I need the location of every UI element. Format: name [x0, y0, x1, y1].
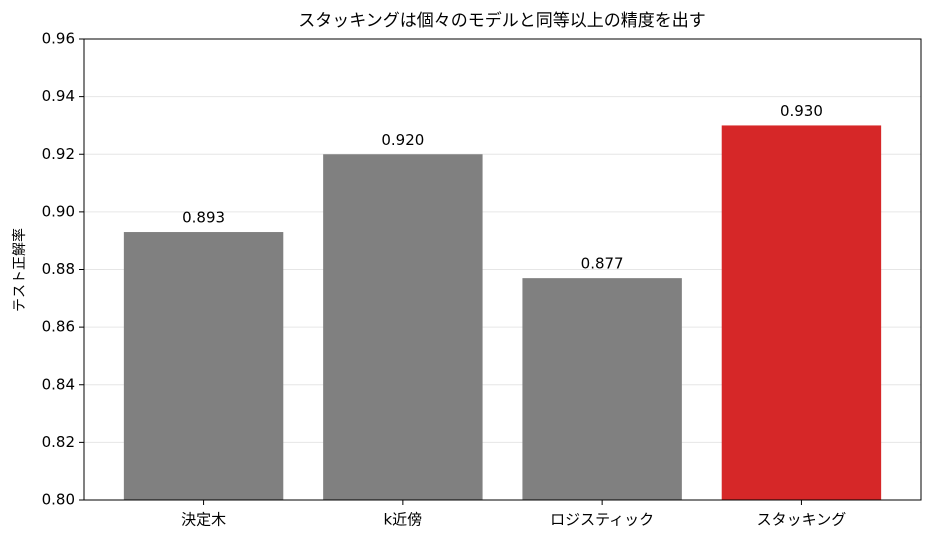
y-axis-label: テスト正解率: [11, 228, 28, 312]
y-tick-label: 0.80: [42, 491, 75, 509]
y-tick-label: 0.92: [42, 145, 75, 163]
y-tick-label: 0.86: [42, 318, 75, 336]
bar: [323, 154, 483, 500]
y-tick-label: 0.82: [42, 433, 75, 451]
value-label: 0.893: [182, 209, 225, 227]
x-tick-label: ロジスティック: [550, 511, 654, 529]
y-tick-label: 0.88: [42, 260, 75, 278]
y-tick-label: 0.84: [42, 375, 75, 393]
bar: [123, 232, 284, 500]
y-tick-label: 0.94: [42, 87, 75, 105]
y-tick-label: 0.96: [42, 30, 75, 48]
chart-title: スタッキングは個々のモデルと同等以上の精度を出す: [298, 10, 706, 31]
plot-frame: [83, 38, 922, 501]
bar: [522, 278, 682, 500]
y-tick-label: 0.90: [42, 202, 75, 220]
x-tick-label: スタッキング: [757, 511, 847, 529]
x-tick-label: k近傍: [384, 511, 423, 529]
value-label: 0.920: [381, 131, 424, 149]
value-label: 0.877: [581, 255, 624, 273]
bar: [721, 125, 882, 500]
x-tick-label: 決定木: [181, 511, 226, 529]
value-label: 0.930: [780, 102, 823, 120]
